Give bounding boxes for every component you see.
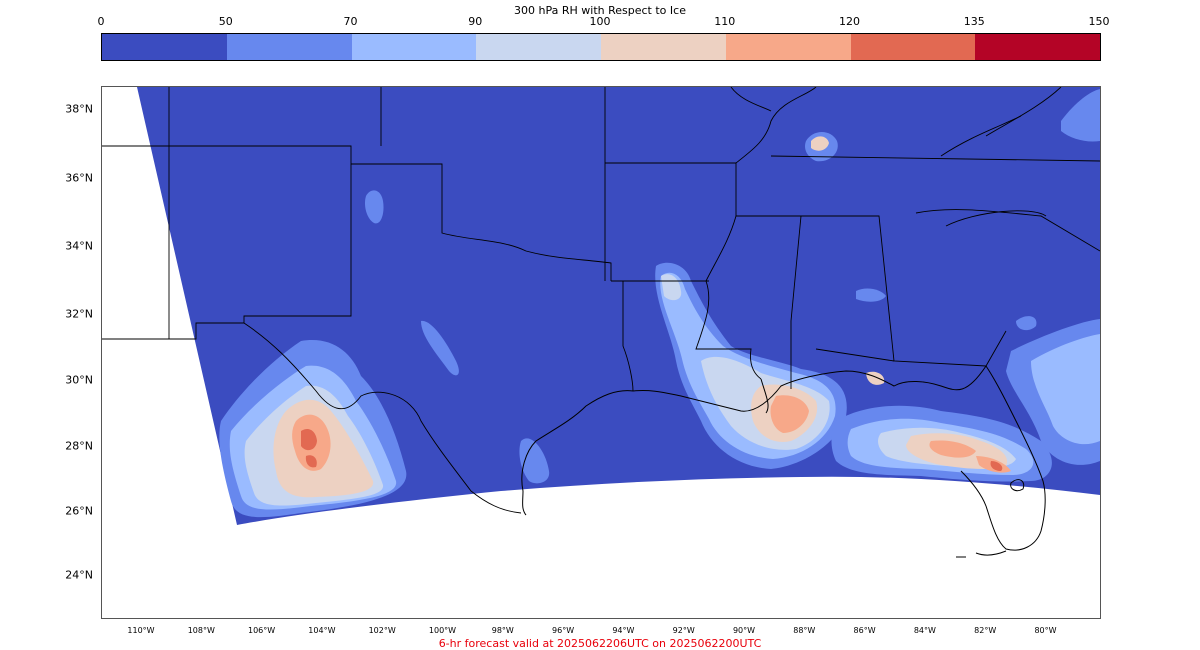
longitude-label: 80°W: [1034, 626, 1057, 635]
longitude-label: 94°W: [612, 626, 635, 635]
longitude-label: 84°W: [913, 626, 936, 635]
latitude-label: 30°N: [65, 373, 93, 387]
rh-band-120-135: [301, 429, 1003, 471]
rh-map: [102, 87, 1100, 558]
latitude-label: 34°N: [65, 239, 93, 253]
longitude-label: 90°W: [732, 626, 756, 635]
colorbar-segment: [601, 34, 726, 60]
forecast-footer: 6-hr forecast valid at 2025062206UTC on …: [438, 637, 762, 650]
colorbar-segment: [725, 34, 851, 60]
colorbar-segment: [975, 34, 1100, 60]
colorbar-segment: [226, 34, 352, 60]
map-panel: [101, 86, 1101, 619]
colorbar-tick-label: 150: [1088, 15, 1110, 28]
colorbar-segment: [102, 34, 227, 60]
latitude-label: 38°N: [65, 102, 93, 116]
longitude-label: 82°W: [974, 626, 997, 635]
longitude-label: 88°W: [793, 626, 816, 635]
latitude-label: 36°N: [65, 171, 93, 185]
latitude-label: 28°N: [65, 439, 93, 453]
longitude-label: 100°W: [428, 626, 457, 635]
colorbar-segment: [476, 34, 601, 60]
colorbar-tick-label: 90: [468, 15, 483, 28]
colorbar-tick-label: 50: [218, 15, 233, 28]
latitude-label: 26°N: [65, 504, 93, 518]
longitude-label: 104°W: [308, 626, 336, 635]
longitude-label: 86°W: [853, 626, 876, 635]
colorbar-tick-label: 70: [343, 15, 358, 28]
longitude-label: 96°W: [552, 626, 575, 635]
colorbar-tick-label: 135: [963, 15, 985, 28]
colorbar-title: 300 hPa RH with Respect to Ice: [514, 4, 686, 17]
latitude-label: 32°N: [65, 307, 93, 321]
latitude-label: 24°N: [65, 568, 93, 582]
longitude-label: 110°W: [127, 626, 155, 635]
longitude-label: 102°W: [368, 626, 396, 635]
colorbar-tick-label: 0: [97, 15, 105, 28]
colorbar-tick-label: 110: [714, 15, 736, 28]
colorbar: [101, 33, 1101, 61]
state-boundaries: [102, 87, 1100, 514]
longitude-label: 108°W: [187, 626, 215, 635]
longitude-label: 106°W: [248, 626, 276, 635]
colorbar-tick-label: 100: [589, 15, 611, 28]
coastline: [521, 365, 1046, 558]
colorbar-tick-label: 120: [839, 15, 860, 28]
longitude-label: 98°W: [491, 626, 514, 635]
colorbar-segment: [351, 34, 477, 60]
longitude-label: 92°W: [672, 626, 695, 635]
colorbar-segment: [850, 34, 976, 60]
